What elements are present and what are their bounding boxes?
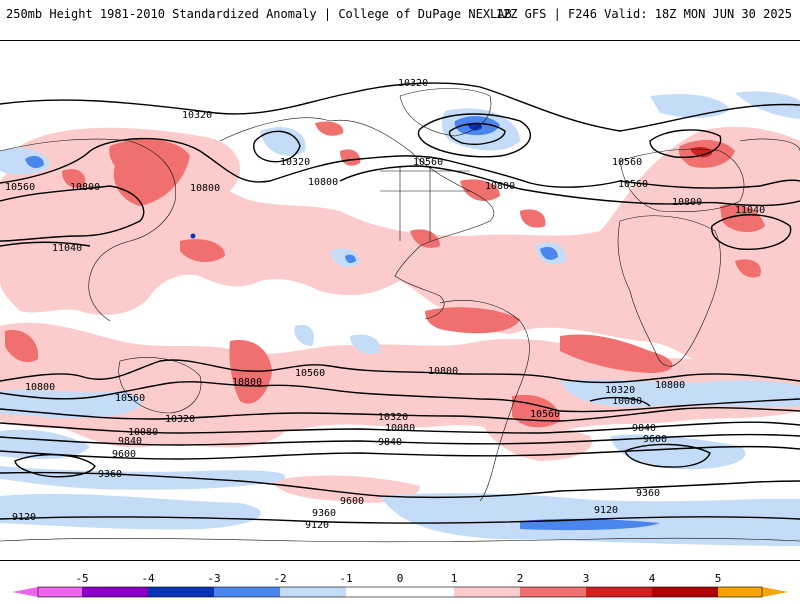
contour-label: 10320 — [165, 414, 195, 425]
contour-label: 9840 — [118, 436, 142, 447]
anomaly-map: 10320 10320 10320 10560 10560 10560 1080… — [0, 41, 800, 560]
colorbar-swatch-pos5 — [718, 587, 762, 597]
anomaly-colorbar: -5 -4 -3 -2 -1 0 1 2 3 4 5 — [0, 570, 800, 600]
contour-label: 10560 — [295, 368, 325, 379]
contour-label: 10800 — [485, 181, 515, 192]
contour-label: 10560 — [115, 393, 145, 404]
contour-label: 9120 — [594, 505, 618, 516]
contour-label: 11040 — [52, 243, 82, 254]
contour-label: 10800 — [190, 183, 220, 194]
contour-label: 10800 — [25, 382, 55, 393]
colorbar-label: 1 — [451, 572, 458, 585]
contour-label: 10320 — [398, 78, 428, 89]
colorbar-label: 5 — [715, 572, 722, 585]
contour-label: 10800 — [655, 380, 685, 391]
colorbar-label: -1 — [339, 572, 352, 585]
colorbar-label: -2 — [273, 572, 286, 585]
contour-label: 10320 — [182, 110, 212, 121]
contour-label: 10080 — [612, 396, 642, 407]
negative-anomaly-strong — [190, 122, 482, 239]
positive-anomaly-medium — [5, 121, 765, 428]
colorbar-swatch-neg2 — [214, 587, 280, 597]
colorbar-swatch-pos3 — [586, 587, 652, 597]
model-run-info: 12Z GFS | F246 Valid: 18Z MON JUN 30 202… — [495, 7, 792, 21]
contour-label: 10560 — [5, 182, 35, 193]
contour-label: 10320 — [280, 157, 310, 168]
colorbar-swatch-neg3 — [148, 587, 214, 597]
contour-label-hidden: 10320 — [612, 157, 642, 168]
contour-label: 9360 — [312, 508, 336, 519]
contour-label: 10560 — [612, 157, 642, 168]
colorbar-swatch-neg5 — [38, 587, 82, 597]
contour-label: 10320 — [378, 412, 408, 423]
colorbar-label: -3 — [207, 572, 220, 585]
contour-label: 10560 — [413, 157, 443, 168]
map-header: 250mb Height 1981-2010 Standardized Anom… — [0, 0, 800, 28]
colorbar-label: 0 — [397, 572, 404, 585]
colorbar-svg: -5 -4 -3 -2 -1 0 1 2 3 4 5 — [12, 572, 788, 598]
contour-label: 10080 — [385, 423, 415, 434]
map-canvas: 10320 10320 10320 10560 10560 10560 1080… — [0, 40, 800, 561]
height-contours — [0, 82, 800, 524]
contour-label: 9600 — [643, 434, 667, 445]
colorbar-swatch-pos2 — [520, 587, 586, 597]
contour-label: 9600 — [112, 449, 136, 460]
contour-label: 10800 — [232, 377, 262, 388]
contour-label: 10800 — [308, 177, 338, 188]
colorbar-label: -4 — [141, 572, 155, 585]
colorbar-arrow-left — [12, 587, 38, 597]
contour-label: 10800 — [428, 366, 458, 377]
colorbar-swatch-zero — [346, 587, 454, 597]
colorbar-label: 2 — [517, 572, 524, 585]
coastlines — [0, 88, 800, 543]
contour-label: 10560 — [618, 179, 648, 190]
contour-label: 10560 — [530, 409, 560, 420]
colorbar-label: 3 — [583, 572, 590, 585]
contour-label: 10080 — [128, 427, 158, 438]
colorbar-label: 4 — [649, 572, 656, 585]
contour-label: 9360 — [98, 469, 122, 480]
colorbar-swatch-neg4 — [82, 587, 148, 597]
colorbar-border — [37, 586, 763, 598]
contour-label: 9840 — [632, 423, 656, 434]
contour-label: 9840 — [378, 437, 402, 448]
colorbar-label: -5 — [75, 572, 88, 585]
contour-label: 9600 — [340, 496, 364, 507]
contour-label: 10800 — [70, 182, 100, 193]
colorbar-swatch-neg1 — [280, 587, 346, 597]
contour-label: 11040 — [735, 205, 765, 216]
contour-label: 9120 — [305, 520, 329, 531]
colorbar-arrow-right — [762, 587, 788, 597]
contour-label: 10800 — [672, 197, 702, 208]
colorbar-swatch-pos1 — [454, 587, 520, 597]
contour-label: 9120 — [12, 512, 36, 523]
contour-labels: 10320 10320 10320 10560 10560 10560 1080… — [5, 78, 765, 531]
contour-label: 9360 — [636, 488, 660, 499]
contour-label: 10320 — [605, 385, 635, 396]
colorbar-labels: -5 -4 -3 -2 -1 0 1 2 3 4 5 — [75, 572, 721, 585]
map-title: 250mb Height 1981-2010 Standardized Anom… — [6, 7, 512, 21]
colorbar-swatch-pos4 — [652, 587, 718, 597]
